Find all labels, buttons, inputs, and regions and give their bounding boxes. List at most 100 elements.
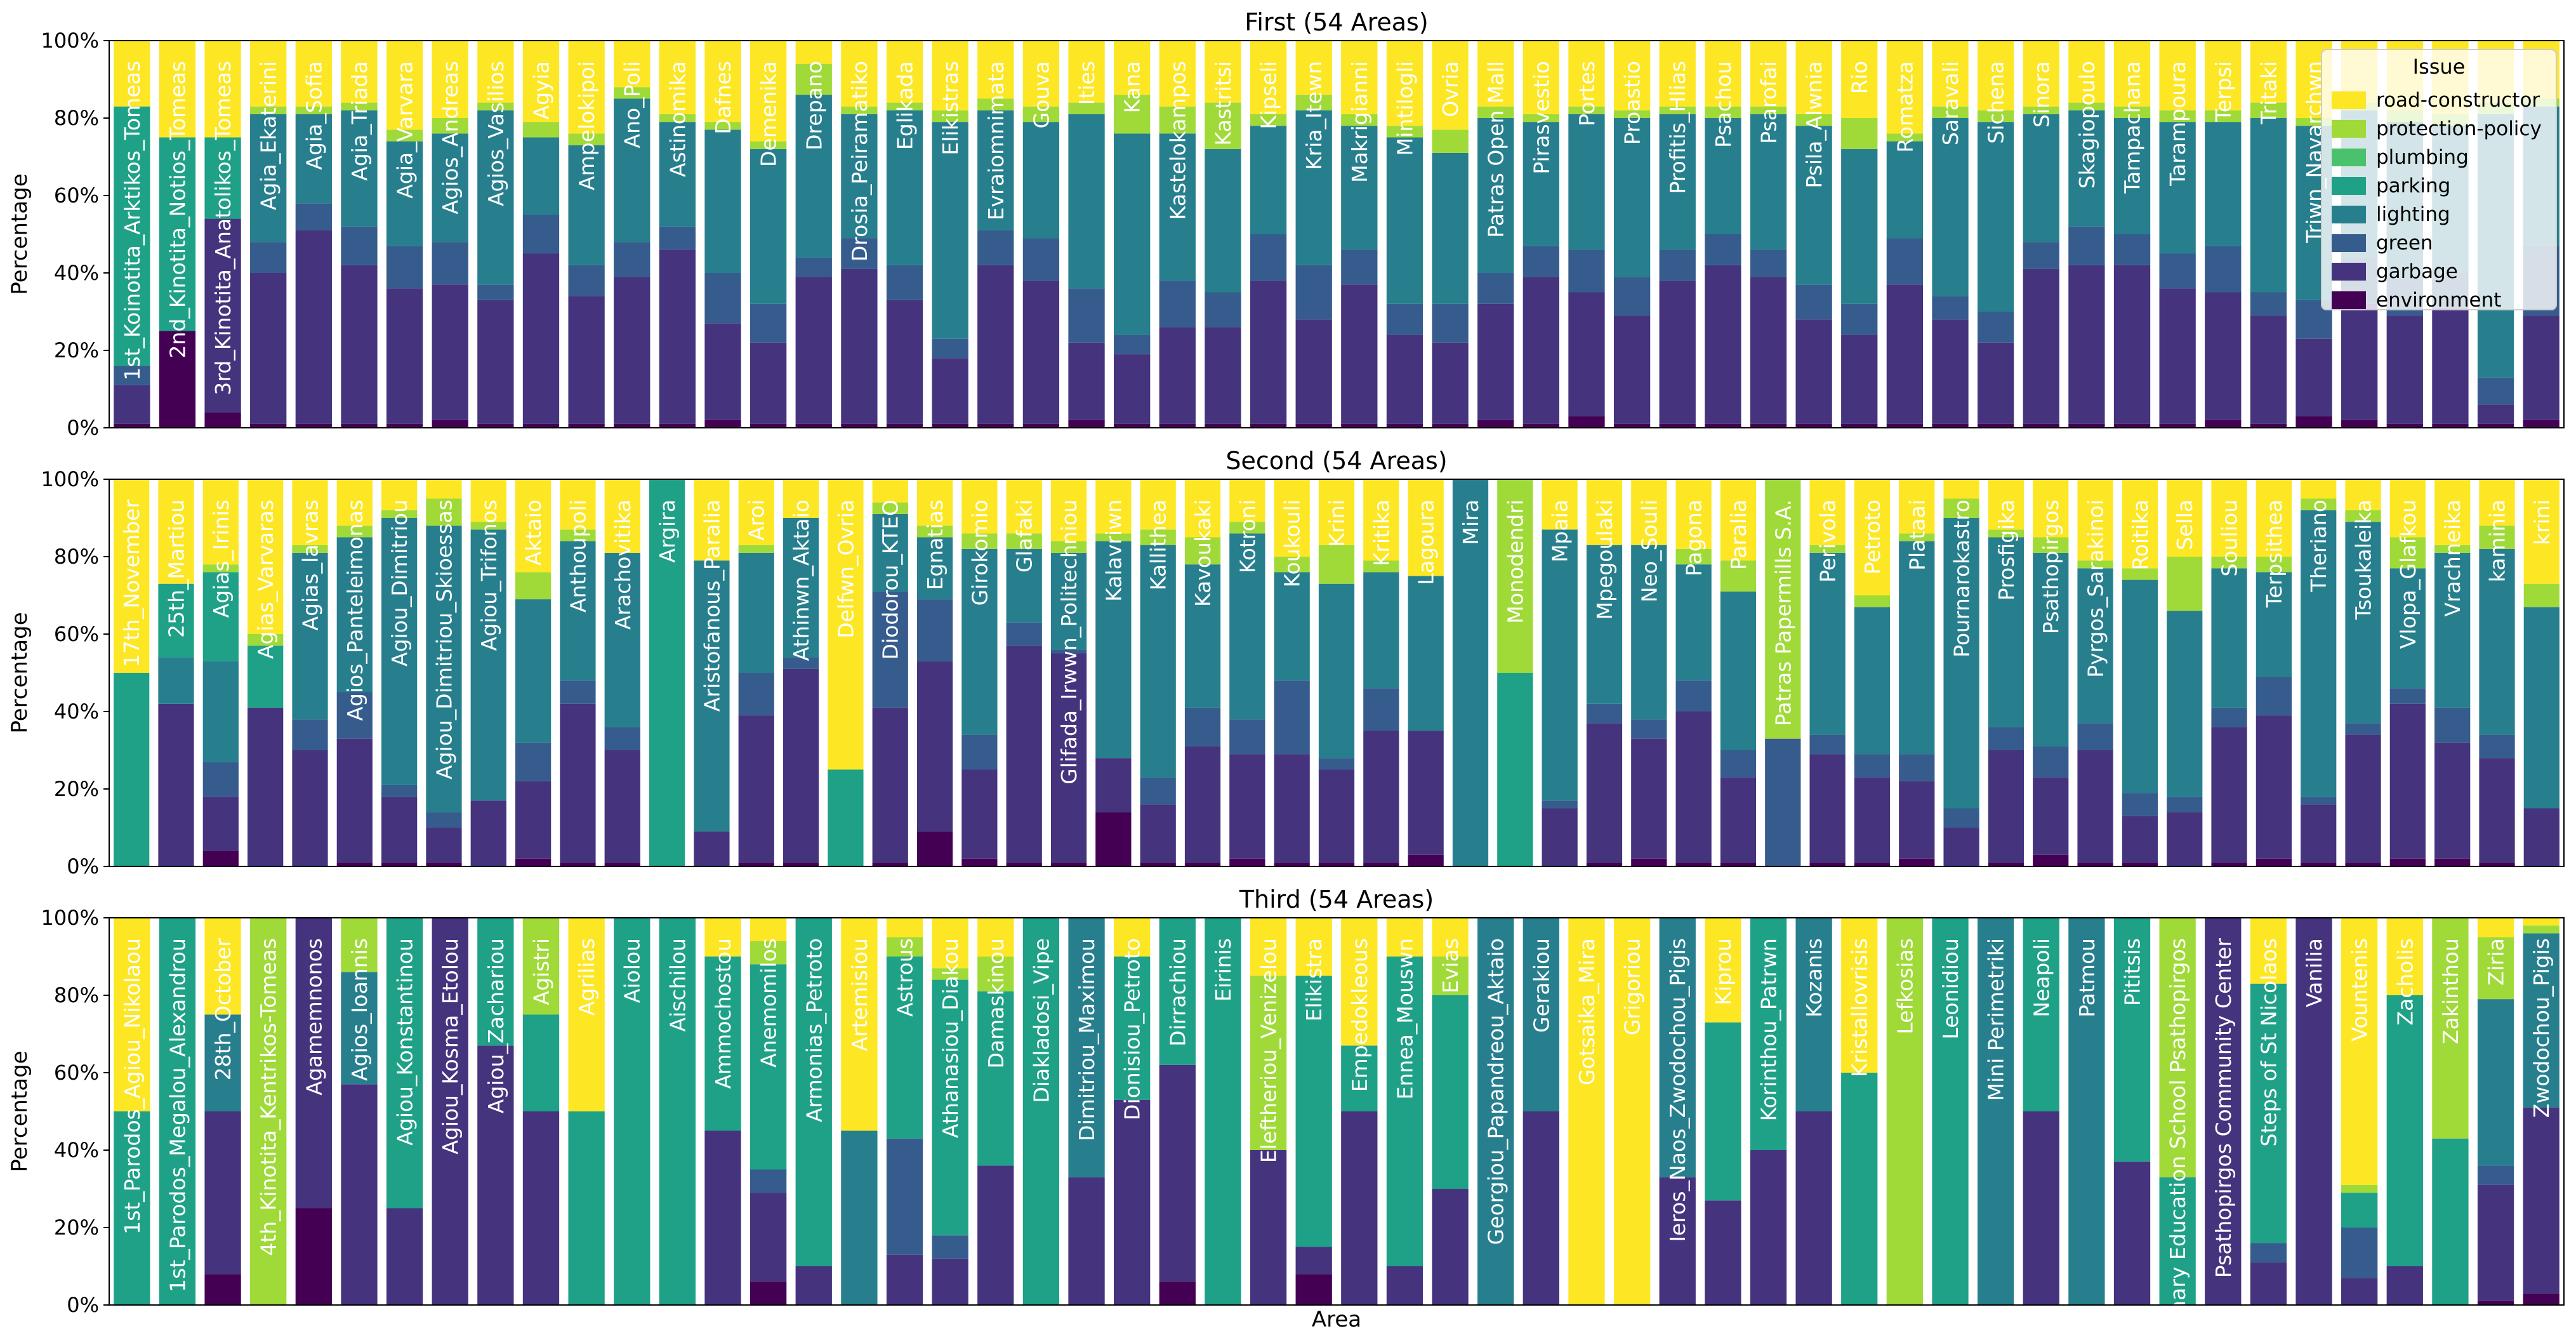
legend-swatch-plumbing <box>2332 149 2366 166</box>
bar-segment-green <box>1899 754 1935 781</box>
bar-segment-garbage <box>1006 646 1042 863</box>
bar-segment-protection-policy <box>2341 1184 2378 1193</box>
bar-segment-lighting <box>841 1130 878 1305</box>
bar-segment-green <box>604 727 640 750</box>
bar-segment-garbage <box>1631 738 1667 859</box>
bar-segment-protection-policy <box>386 129 423 142</box>
bar-segment-green <box>1050 649 1087 654</box>
bar-area-label: Theriano <box>2306 500 2331 592</box>
bar-segment-road-constructor <box>1988 479 2024 530</box>
bar-segment-parking <box>1114 957 1151 1100</box>
plot-frame <box>109 479 2565 867</box>
bar-segment-road-constructor <box>977 918 1014 957</box>
bar-segment-protection-policy <box>1522 114 1559 123</box>
bar-area-label: Koukouli <box>1280 500 1305 587</box>
bar-segment-road-constructor <box>1705 918 1741 1023</box>
bar-segment-protection-policy <box>1205 102 1241 149</box>
bar-segment-environment <box>1675 862 1712 866</box>
bar-segment-protection-policy <box>1977 110 2014 123</box>
bar-area-label: Patmou <box>2075 938 2099 1017</box>
bar-segment-lighting <box>2205 122 2242 246</box>
bar-segment-environment <box>1568 416 1605 428</box>
bar-area-label: 3rd_Kinotita_Anatolikos_Tomeas <box>211 61 235 395</box>
bar-segment-road-constructor <box>2211 479 2247 557</box>
bar-segment-environment <box>2389 858 2426 866</box>
bar-segment-road-constructor <box>1659 41 1696 107</box>
bar-segment-environment <box>1899 858 1935 866</box>
bar-segment-green <box>2167 797 2203 812</box>
bar-segment-parking <box>1497 673 1533 866</box>
bar-area-label: Kozanis <box>1802 938 1826 1017</box>
bar-segment-road-constructor <box>158 479 194 584</box>
bar-segment-lighting <box>522 137 560 215</box>
bar-segment-lighting <box>1809 552 1846 735</box>
bar-segment-protection-policy <box>1568 106 1605 114</box>
bar-segment-road-constructor <box>432 41 468 118</box>
bar-segment-garbage <box>381 797 418 863</box>
bar-segment-road-constructor <box>1295 918 1332 976</box>
bar-segment-garbage <box>1140 804 1176 863</box>
bar-area-label: Drepano <box>802 61 826 150</box>
bar-segment-parking <box>477 918 514 1046</box>
bar-segment-garbage <box>2023 268 2059 424</box>
bar-segment-environment <box>1068 420 1105 428</box>
bar-segment-lighting <box>1477 918 1514 1305</box>
bar-segment-protection-policy <box>341 918 378 972</box>
bar-segment-garbage <box>515 781 552 859</box>
bar-segment-road-constructor <box>1886 41 1924 134</box>
y-tick-label: 20% <box>54 338 99 362</box>
bar-segment-green <box>932 338 968 359</box>
bar-segment-road-constructor <box>2479 479 2515 526</box>
bar-area-label: 1st_Koinotita_Arktikos_Tomeas <box>120 61 145 381</box>
bar-segment-parking <box>1341 1045 1378 1111</box>
bar-segment-green <box>2159 253 2196 289</box>
bar-segment-lighting <box>1050 552 1087 650</box>
panel-title: First (54 Areas) <box>1245 8 1428 36</box>
bar-segment-environment <box>750 1282 787 1305</box>
bar-segment-garbage <box>158 703 194 866</box>
bar-segment-road-constructor <box>886 918 923 937</box>
bar-area-label: Agiou_Dimitriou <box>387 500 412 666</box>
bar-segment-road-constructor <box>381 479 418 510</box>
bar-segment-environment <box>2341 420 2378 428</box>
bar-segment-green <box>1659 249 1696 281</box>
bar-segment-road-constructor <box>477 41 514 103</box>
bar-segment-garbage <box>295 918 332 1209</box>
bar-area-label: Agia_Ekaterini <box>256 61 281 210</box>
bar-segment-road-constructor <box>341 41 378 103</box>
bar-segment-protection-policy <box>522 918 560 1015</box>
bar-area-label: Souliou <box>2217 500 2242 577</box>
bar-area-label: Kristallovrisis <box>1847 938 1872 1077</box>
bar-segment-garbage <box>1659 1177 1696 1305</box>
bar-segment-road-constructor <box>1720 479 1757 561</box>
bar-segment-garbage <box>886 300 923 424</box>
bar-segment-parking <box>248 646 284 708</box>
bar-segment-lighting <box>1675 564 1712 681</box>
bar-area-label: Kritika <box>1369 500 1394 566</box>
y-tick-label: 0% <box>67 854 99 878</box>
bar-area-label: Steps of St Nicolaos <box>2256 938 2281 1146</box>
bar-segment-lighting <box>158 657 194 704</box>
bar-area-label: Agias_Varvaras <box>253 500 278 659</box>
bar-segment-protection-policy <box>886 102 923 110</box>
bar-segment-road-constructor <box>1613 41 1651 110</box>
bar-segment-environment <box>2023 423 2059 428</box>
bar-segment-lighting <box>750 149 787 304</box>
bar-segment-protection-policy <box>872 502 908 514</box>
bar-segment-parking <box>114 673 150 866</box>
bar-segment-environment <box>1295 423 1332 428</box>
bar-segment-road-constructor <box>704 41 741 123</box>
bar-area-label: Kotroni <box>1235 500 1260 573</box>
bar-segment-environment <box>961 858 998 866</box>
bar-segment-road-constructor <box>828 479 864 770</box>
bar-segment-protection-policy <box>477 102 514 110</box>
bar-segment-road-constructor <box>1184 479 1221 538</box>
bar-segment-environment <box>1022 423 1060 428</box>
bar-segment-parking <box>1705 1022 1741 1201</box>
y-axis-label: Percentage <box>7 612 32 733</box>
bar-segment-green <box>2211 707 2247 727</box>
bar-segment-parking <box>158 583 194 658</box>
bar-segment-green <box>1522 246 1559 277</box>
bar-segment-lighting <box>2068 918 2105 1305</box>
